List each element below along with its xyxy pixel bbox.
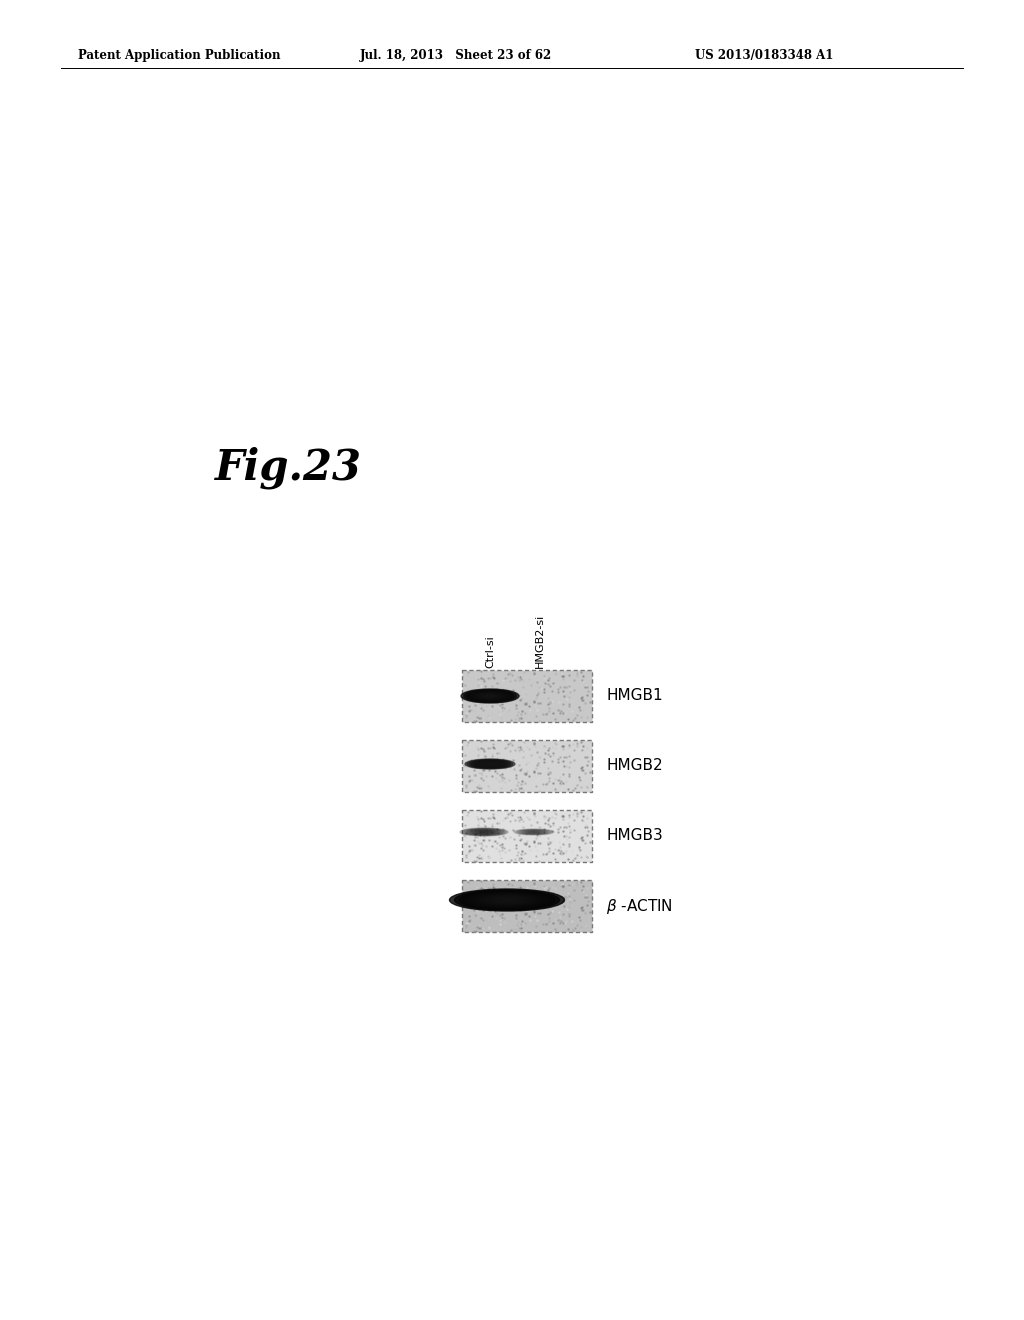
Ellipse shape [484, 896, 529, 904]
Bar [462, 741, 592, 792]
Ellipse shape [473, 692, 507, 700]
Ellipse shape [469, 690, 511, 701]
Ellipse shape [466, 829, 502, 836]
Ellipse shape [450, 888, 564, 911]
Text: HMGB2: HMGB2 [606, 759, 663, 774]
Ellipse shape [471, 760, 509, 768]
Ellipse shape [489, 896, 524, 903]
Ellipse shape [476, 830, 492, 833]
Ellipse shape [483, 694, 497, 697]
Ellipse shape [469, 760, 511, 768]
Ellipse shape [464, 689, 516, 702]
Ellipse shape [524, 830, 544, 833]
Ellipse shape [465, 892, 550, 908]
Ellipse shape [476, 762, 504, 767]
Ellipse shape [455, 890, 559, 909]
Ellipse shape [499, 899, 515, 902]
Ellipse shape [514, 829, 554, 836]
Ellipse shape [466, 690, 514, 702]
Ellipse shape [470, 830, 498, 834]
Text: $\beta$ -ACTIN: $\beta$ -ACTIN [606, 896, 673, 916]
Text: HMGB1: HMGB1 [606, 689, 663, 704]
Ellipse shape [517, 829, 551, 834]
Ellipse shape [478, 762, 502, 767]
Ellipse shape [521, 830, 547, 834]
Ellipse shape [469, 892, 545, 907]
Ellipse shape [461, 689, 519, 704]
Ellipse shape [460, 891, 555, 909]
Text: Jul. 18, 2013   Sheet 23 of 62: Jul. 18, 2013 Sheet 23 of 62 [360, 49, 552, 62]
Ellipse shape [486, 763, 494, 764]
Ellipse shape [516, 829, 552, 834]
Ellipse shape [529, 832, 539, 833]
Text: Ctrl-si: Ctrl-si [485, 635, 495, 668]
Text: US 2013/0183348 A1: US 2013/0183348 A1 [695, 49, 834, 62]
Text: HMGB2-si: HMGB2-si [535, 614, 545, 668]
Bar [462, 880, 592, 932]
Ellipse shape [465, 759, 515, 770]
Ellipse shape [519, 830, 549, 834]
Text: Fig.23: Fig.23 [215, 446, 362, 490]
Text: HMGB3: HMGB3 [606, 829, 663, 843]
Ellipse shape [486, 696, 494, 697]
Ellipse shape [464, 829, 504, 836]
Ellipse shape [478, 693, 502, 698]
Ellipse shape [478, 832, 489, 833]
Ellipse shape [476, 693, 504, 700]
Ellipse shape [484, 763, 496, 766]
Ellipse shape [462, 829, 506, 836]
Ellipse shape [495, 898, 520, 903]
Ellipse shape [474, 894, 540, 907]
Ellipse shape [474, 760, 506, 767]
Ellipse shape [479, 895, 535, 906]
Ellipse shape [471, 692, 509, 701]
Ellipse shape [481, 694, 499, 698]
Ellipse shape [460, 828, 508, 836]
Ellipse shape [468, 829, 500, 834]
Ellipse shape [480, 762, 500, 766]
Ellipse shape [522, 830, 546, 834]
Ellipse shape [526, 830, 542, 833]
Ellipse shape [472, 830, 496, 834]
Ellipse shape [482, 763, 498, 766]
Bar [462, 810, 592, 862]
Text: Patent Application Publication: Patent Application Publication [78, 49, 281, 62]
Ellipse shape [474, 830, 494, 834]
Bar [462, 671, 592, 722]
Ellipse shape [527, 832, 541, 833]
Ellipse shape [467, 759, 513, 768]
